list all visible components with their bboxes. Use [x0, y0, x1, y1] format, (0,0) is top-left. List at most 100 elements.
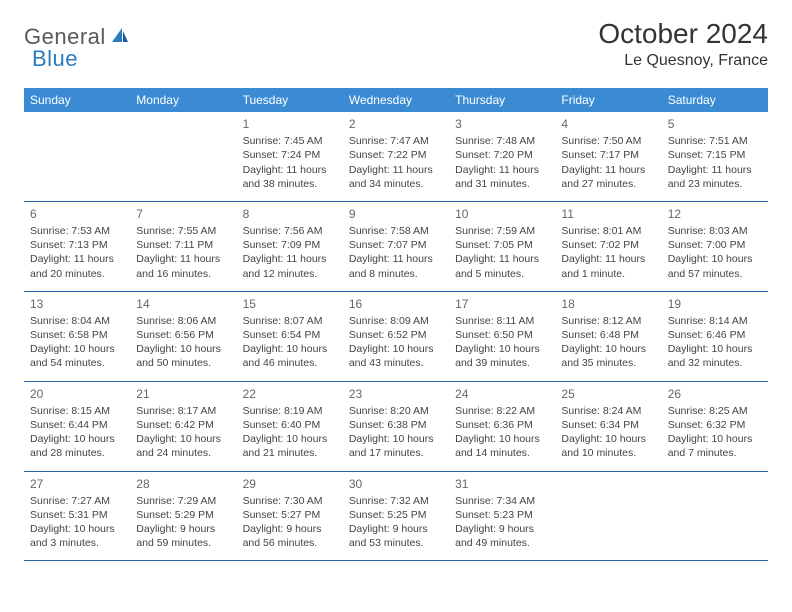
- sunset-text: Sunset: 7:13 PM: [30, 238, 124, 252]
- sunrise-text: Sunrise: 7:53 AM: [30, 224, 124, 238]
- calendar-day-cell: 9Sunrise: 7:58 AMSunset: 7:07 PMDaylight…: [343, 201, 449, 291]
- calendar-day-cell: 30 Sunrise: 7:32 AMSunset: 5:25 PMDayligh…: [343, 471, 449, 561]
- day-number: 22: [243, 386, 337, 402]
- day-number: 20: [30, 386, 124, 402]
- calendar-day-cell: 22Sunrise: 8:19 AMSunset: 6:40 PMDayligh…: [237, 381, 343, 471]
- sunset-text: Sunset: 7:07 PM: [349, 238, 443, 252]
- sunset-text: Sunset: 5:25 PM: [349, 508, 443, 522]
- sunrise-text: Sunrise: 7:29 AM: [136, 494, 230, 508]
- sunrise-text: Sunrise: 8:09 AM: [349, 314, 443, 328]
- daylight-text: and 24 minutes.: [136, 446, 230, 460]
- sunset-text: Sunset: 7:17 PM: [561, 148, 655, 162]
- daylight-text: and 17 minutes.: [349, 446, 443, 460]
- weekday-tuesday: Tuesday: [237, 88, 343, 112]
- daylight-text: Daylight: 10 hours: [243, 432, 337, 446]
- sunrise-text: Sunrise: 8:24 AM: [561, 404, 655, 418]
- daylight-text: Daylight: 10 hours: [136, 432, 230, 446]
- daylight-text: Daylight: 10 hours: [30, 342, 124, 356]
- calendar-day-cell: 1Sunrise: 7:45 AMSunset: 7:24 PMDaylight…: [237, 112, 343, 201]
- daylight-text: and 8 minutes.: [349, 267, 443, 281]
- sunrise-text: Sunrise: 7:47 AM: [349, 134, 443, 148]
- sunset-text: Sunset: 6:48 PM: [561, 328, 655, 342]
- day-number: 18: [561, 296, 655, 312]
- calendar-day-cell: 7Sunrise: 7:55 AMSunset: 7:11 PMDaylight…: [130, 201, 236, 291]
- sunrise-text: Sunrise: 8:14 AM: [668, 314, 762, 328]
- day-number: 14: [136, 296, 230, 312]
- weekday-header-row: Sunday Monday Tuesday Wednesday Thursday…: [24, 88, 768, 112]
- sunrise-text: Sunrise: 8:06 AM: [136, 314, 230, 328]
- sunrise-text: Sunrise: 7:45 AM: [243, 134, 337, 148]
- sunrise-text: Sunrise: 7:55 AM: [136, 224, 230, 238]
- daylight-text: Daylight: 10 hours: [30, 522, 124, 536]
- daylight-text: and 1 minute.: [561, 267, 655, 281]
- sunset-text: Sunset: 5:31 PM: [30, 508, 124, 522]
- calendar-day-cell: 16Sunrise: 8:09 AMSunset: 6:52 PMDayligh…: [343, 291, 449, 381]
- sunset-text: Sunset: 7:02 PM: [561, 238, 655, 252]
- calendar-day-cell: 6 Sunrise: 7:53 AMSunset: 7:13 PMDaylight…: [24, 201, 130, 291]
- daylight-text: and 38 minutes.: [243, 177, 337, 191]
- daylight-text: and 32 minutes.: [668, 356, 762, 370]
- daylight-text: Daylight: 10 hours: [455, 342, 549, 356]
- daylight-text: Daylight: 11 hours: [668, 163, 762, 177]
- day-number: 1: [243, 116, 337, 132]
- day-number: 25: [561, 386, 655, 402]
- daylight-text: Daylight: 9 hours: [455, 522, 549, 536]
- calendar-day-cell: 2Sunrise: 7:47 AMSunset: 7:22 PMDaylight…: [343, 112, 449, 201]
- daylight-text: and 43 minutes.: [349, 356, 443, 370]
- daylight-text: and 54 minutes.: [30, 356, 124, 370]
- sunset-text: Sunset: 6:40 PM: [243, 418, 337, 432]
- daylight-text: and 50 minutes.: [136, 356, 230, 370]
- sunrise-text: Sunrise: 7:56 AM: [243, 224, 337, 238]
- daylight-text: Daylight: 11 hours: [561, 252, 655, 266]
- sunset-text: Sunset: 6:46 PM: [668, 328, 762, 342]
- sunrise-text: Sunrise: 7:48 AM: [455, 134, 549, 148]
- weekday-sunday: Sunday: [24, 88, 130, 112]
- daylight-text: and 12 minutes.: [243, 267, 337, 281]
- sunrise-text: Sunrise: 8:22 AM: [455, 404, 549, 418]
- day-number: 6: [30, 206, 124, 222]
- sunrise-text: Sunrise: 7:34 AM: [455, 494, 549, 508]
- day-number: 24: [455, 386, 549, 402]
- sunrise-text: Sunrise: 8:15 AM: [30, 404, 124, 418]
- daylight-text: Daylight: 10 hours: [136, 342, 230, 356]
- calendar-day-cell: 23Sunrise: 8:20 AMSunset: 6:38 PMDayligh…: [343, 381, 449, 471]
- calendar-day-cell: 8Sunrise: 7:56 AMSunset: 7:09 PMDaylight…: [237, 201, 343, 291]
- daylight-text: Daylight: 10 hours: [561, 432, 655, 446]
- day-number: 29: [243, 476, 337, 492]
- day-number: 11: [561, 206, 655, 222]
- daylight-text: Daylight: 10 hours: [349, 342, 443, 356]
- sunset-text: Sunset: 7:20 PM: [455, 148, 549, 162]
- daylight-text: and 28 minutes.: [30, 446, 124, 460]
- calendar-day-cell: 28Sunrise: 7:29 AMSunset: 5:29 PMDayligh…: [130, 471, 236, 561]
- daylight-text: and 53 minutes.: [349, 536, 443, 550]
- weekday-friday: Friday: [555, 88, 661, 112]
- sunrise-text: Sunrise: 8:04 AM: [30, 314, 124, 328]
- calendar-day-cell: 24Sunrise: 8:22 AMSunset: 6:36 PMDayligh…: [449, 381, 555, 471]
- day-number: 23: [349, 386, 443, 402]
- day-number: 26: [668, 386, 762, 402]
- daylight-text: and 7 minutes.: [668, 446, 762, 460]
- daylight-text: Daylight: 11 hours: [561, 163, 655, 177]
- sunset-text: Sunset: 6:50 PM: [455, 328, 549, 342]
- daylight-text: Daylight: 11 hours: [30, 252, 124, 266]
- sunrise-text: Sunrise: 7:32 AM: [349, 494, 443, 508]
- daylight-text: and 34 minutes.: [349, 177, 443, 191]
- calendar-day-cell: 31Sunrise: 7:34 AMSunset: 5:23 PMDayligh…: [449, 471, 555, 561]
- weekday-monday: Monday: [130, 88, 236, 112]
- daylight-text: and 16 minutes.: [136, 267, 230, 281]
- day-number: 7: [136, 206, 230, 222]
- sunrise-text: Sunrise: 8:25 AM: [668, 404, 762, 418]
- sunrise-text: Sunrise: 8:11 AM: [455, 314, 549, 328]
- daylight-text: and 21 minutes.: [243, 446, 337, 460]
- day-number: 27: [30, 476, 124, 492]
- day-number: 30: [349, 476, 443, 492]
- daylight-text: and 23 minutes.: [668, 177, 762, 191]
- sunset-text: Sunset: 6:42 PM: [136, 418, 230, 432]
- calendar-day-cell: 4Sunrise: 7:50 AMSunset: 7:17 PMDaylight…: [555, 112, 661, 201]
- day-number: 2: [349, 116, 443, 132]
- sunset-text: Sunset: 6:56 PM: [136, 328, 230, 342]
- day-number: 10: [455, 206, 549, 222]
- daylight-text: Daylight: 9 hours: [349, 522, 443, 536]
- calendar-week-row: 13Sunrise: 8:04 AMSunset: 6:58 PMDayligh…: [24, 291, 768, 381]
- sunset-text: Sunset: 7:15 PM: [668, 148, 762, 162]
